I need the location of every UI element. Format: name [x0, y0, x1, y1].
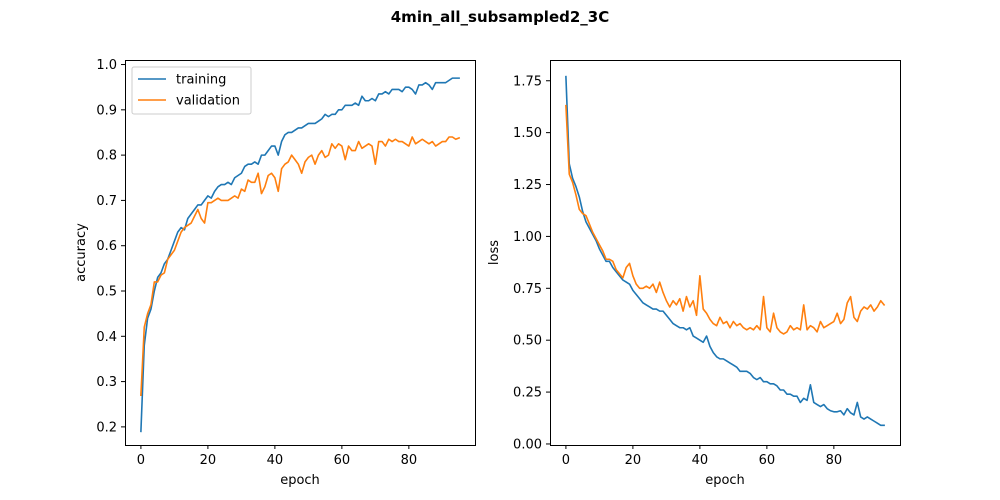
accuracy-y-tick-label: 0.7 — [96, 194, 117, 209]
loss-y-tick-label: 1.25 — [513, 178, 542, 193]
accuracy-y-tick-label: 0.4 — [96, 330, 117, 345]
loss-x-tick-label: 80 — [826, 453, 843, 468]
accuracy-y-tick-label: 0.2 — [96, 420, 117, 435]
loss-x-tick-label: 20 — [625, 453, 642, 468]
accuracy-legend: training validation — [131, 66, 252, 115]
loss-y-tick-label: 1.50 — [513, 126, 542, 141]
accuracy-x-tick-label: 80 — [401, 453, 418, 468]
accuracy-y-tick-label: 0.9 — [96, 103, 117, 118]
loss-y-tick-label: 0.25 — [513, 386, 542, 401]
loss-x-tick-label: 40 — [692, 453, 709, 468]
accuracy-validation-line — [140, 136, 461, 397]
accuracy-chart: 0 20 40 60 80 0.2 0.3 0.4 0.5 0.6 0.7 0.8 0.9 1.0 epoc… — [74, 58, 476, 488]
accuracy-y-tick-label: 1.0 — [96, 58, 117, 73]
accuracy-x-tick-label: 20 — [200, 453, 217, 468]
loss-y-tick-label: 0.50 — [513, 334, 542, 349]
accuracy-axes-frame — [125, 60, 476, 446]
loss-y-tick-label: 1.75 — [513, 74, 542, 89]
loss-y-tick-label: 0.75 — [513, 282, 542, 297]
loss-axes-frame — [550, 60, 901, 446]
loss-x-axis-label: epoch — [705, 473, 745, 488]
loss-x-tick-label: 0 — [562, 453, 570, 468]
accuracy-x-axis-label: epoch — [280, 473, 320, 488]
loss-y-axis-label: loss — [487, 240, 502, 265]
loss-training-line — [565, 75, 885, 427]
loss-chart: 0 20 40 60 80 0.00 0.25 0.50 0.75 1.00 1.25 1.50 1.7… — [487, 60, 901, 488]
accuracy-y-axis-label: accuracy — [74, 223, 89, 282]
figure-title: 4min_all_subsampled2_3C — [391, 8, 610, 26]
legend-validation-label: validation — [176, 94, 240, 109]
accuracy-x-tick-label: 40 — [267, 453, 284, 468]
accuracy-x-tick-label: 60 — [334, 453, 351, 468]
loss-y-tick-label: 0.00 — [513, 437, 542, 452]
accuracy-y-tick-label: 0.8 — [96, 149, 117, 164]
accuracy-x-tick-label: 0 — [137, 453, 145, 468]
accuracy-y-tick-label: 0.5 — [96, 285, 117, 300]
accuracy-training-line — [140, 77, 460, 433]
accuracy-y-tick-label: 0.6 — [96, 239, 117, 254]
legend-training-label: training — [176, 73, 226, 88]
loss-x-tick-label: 60 — [759, 453, 776, 468]
accuracy-y-tick-label: 0.3 — [96, 375, 117, 390]
loss-validation-line — [565, 104, 886, 335]
loss-y-tick-label: 1.00 — [513, 230, 542, 245]
